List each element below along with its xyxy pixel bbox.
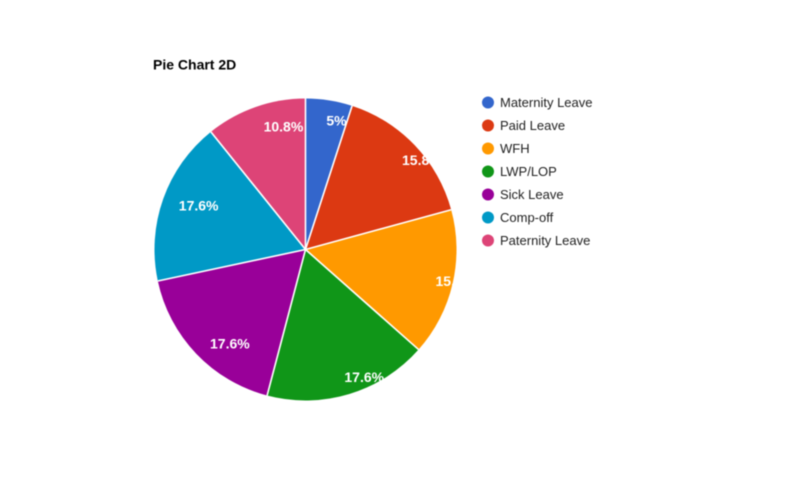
svg-text:WFH: WFH (500, 141, 530, 156)
svg-text:Paternity Leave: Paternity Leave (500, 233, 590, 248)
svg-text:LWP/LOP: LWP/LOP (500, 164, 557, 179)
svg-text:15.8%: 15.8% (436, 273, 476, 289)
svg-text:Pie Chart 2D: Pie Chart 2D (153, 57, 236, 73)
svg-text:17.6%: 17.6% (344, 369, 384, 385)
svg-text:17.6%: 17.6% (179, 197, 219, 213)
svg-text:Paid Leave: Paid Leave (500, 118, 565, 133)
svg-text:Maternity Leave: Maternity Leave (500, 95, 593, 110)
svg-text:5%: 5% (326, 113, 347, 129)
svg-text:15.8%: 15.8% (402, 152, 442, 168)
svg-text:Comp-off: Comp-off (500, 210, 554, 225)
svg-text:17.6%: 17.6% (210, 335, 250, 351)
svg-text:Sick Leave: Sick Leave (500, 187, 564, 202)
svg-text:10.8%: 10.8% (264, 118, 304, 134)
